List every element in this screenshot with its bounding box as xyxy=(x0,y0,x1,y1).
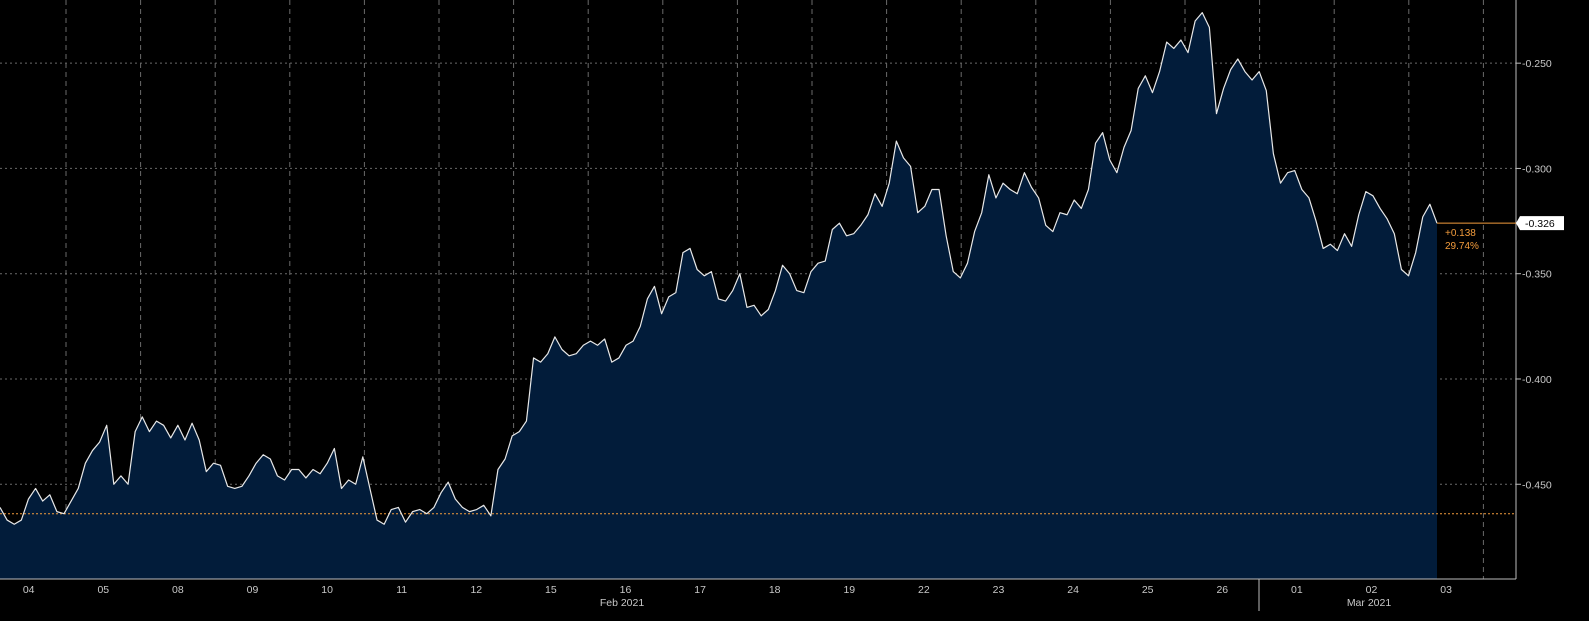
y-tick-label: -0.400 xyxy=(1522,374,1552,386)
x-tick-label: 04 xyxy=(23,584,35,596)
last-value-box xyxy=(1516,216,1564,231)
x-tick-label: 12 xyxy=(470,584,482,596)
y-axis-ticks: -0.450 -0.400 -0.350 -0.300 -0.250 xyxy=(1516,58,1552,491)
x-tick-label: 24 xyxy=(1067,584,1079,596)
month-label-mar: Mar 2021 xyxy=(1347,597,1392,609)
x-tick-label: 19 xyxy=(843,584,855,596)
x-tick-label: 01 xyxy=(1291,584,1303,596)
y-tick-label: -0.350 xyxy=(1522,269,1552,281)
x-tick-label: 16 xyxy=(620,584,632,596)
series-area xyxy=(0,12,1437,579)
month-label-feb: Feb 2021 xyxy=(600,597,645,609)
y-tick-label: -0.300 xyxy=(1522,163,1552,175)
x-tick-label: 03 xyxy=(1440,584,1452,596)
x-tick-label: 09 xyxy=(247,584,259,596)
x-tick-label: 02 xyxy=(1366,584,1378,596)
x-tick-label: 11 xyxy=(396,584,407,596)
series-line xyxy=(0,12,1438,525)
y-tick-label: -0.250 xyxy=(1522,58,1552,70)
x-tick-label: 10 xyxy=(321,584,333,596)
last-value-label: -0.326 xyxy=(1525,218,1555,230)
x-tick-label: 26 xyxy=(1216,584,1228,596)
x-tick-label: 17 xyxy=(694,584,706,596)
y-tick-label: -0.450 xyxy=(1522,479,1552,491)
change-absolute: +0.138 xyxy=(1445,228,1476,239)
x-tick-label: 23 xyxy=(993,584,1005,596)
x-tick-label: 15 xyxy=(545,584,557,596)
x-tick-label: 18 xyxy=(769,584,781,596)
x-tick-label: 05 xyxy=(97,584,109,596)
x-axis-ticks: 04 05 08 09 10 11 12 15 16 17 18 19 22 23 24 25 26 01 02 03 xyxy=(23,584,1452,596)
change-percent: 29.74% xyxy=(1445,241,1479,252)
x-tick-label: 25 xyxy=(1142,584,1154,596)
x-tick-label: 22 xyxy=(918,584,930,596)
x-tick-label: 08 xyxy=(172,584,184,596)
